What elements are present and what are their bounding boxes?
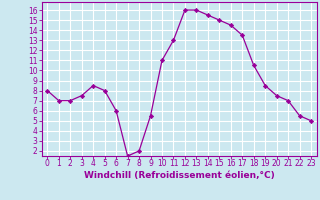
X-axis label: Windchill (Refroidissement éolien,°C): Windchill (Refroidissement éolien,°C) — [84, 171, 275, 180]
